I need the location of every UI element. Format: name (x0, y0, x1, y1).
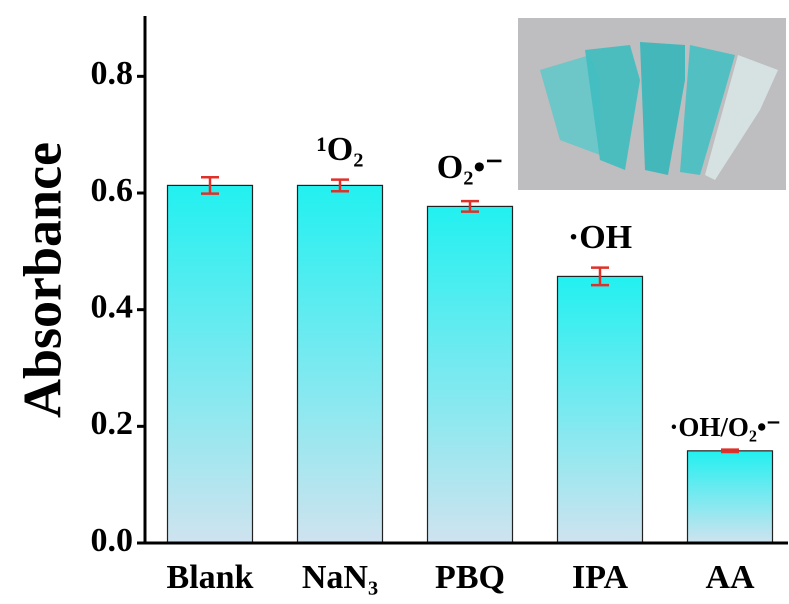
annotation: O₂•⁻ (437, 149, 504, 186)
chart: Absorbance 0.0 0.2 0.4 0.6 0.8 Blank NaN₃ PBQ IP… (0, 0, 789, 604)
x-tick-label: NaN₃ (302, 559, 378, 596)
y-tick-label: 0.0 (91, 522, 134, 559)
inset-photo (518, 18, 786, 190)
bar (688, 451, 773, 543)
y-tick-label: 0.2 (91, 405, 134, 442)
y-tick-label: 0.6 (91, 172, 134, 209)
y-tick-label: 0.4 (91, 288, 134, 325)
y-tick-label: 0.8 (91, 55, 134, 92)
x-tick-label: Blank (167, 559, 254, 596)
annotation: ·OH (568, 219, 632, 256)
x-tick-label: PBQ (435, 559, 505, 596)
annotation: ·OH/O₂•⁻ (669, 412, 780, 442)
y-axis-title: Absorbance (12, 142, 72, 418)
bar (428, 206, 513, 543)
x-tick-label: IPA (572, 559, 628, 596)
annotation: ¹O₂ (317, 131, 364, 168)
x-tick-label: AA (705, 559, 755, 596)
bar (168, 185, 253, 543)
bar (298, 185, 383, 543)
bar (558, 276, 643, 543)
